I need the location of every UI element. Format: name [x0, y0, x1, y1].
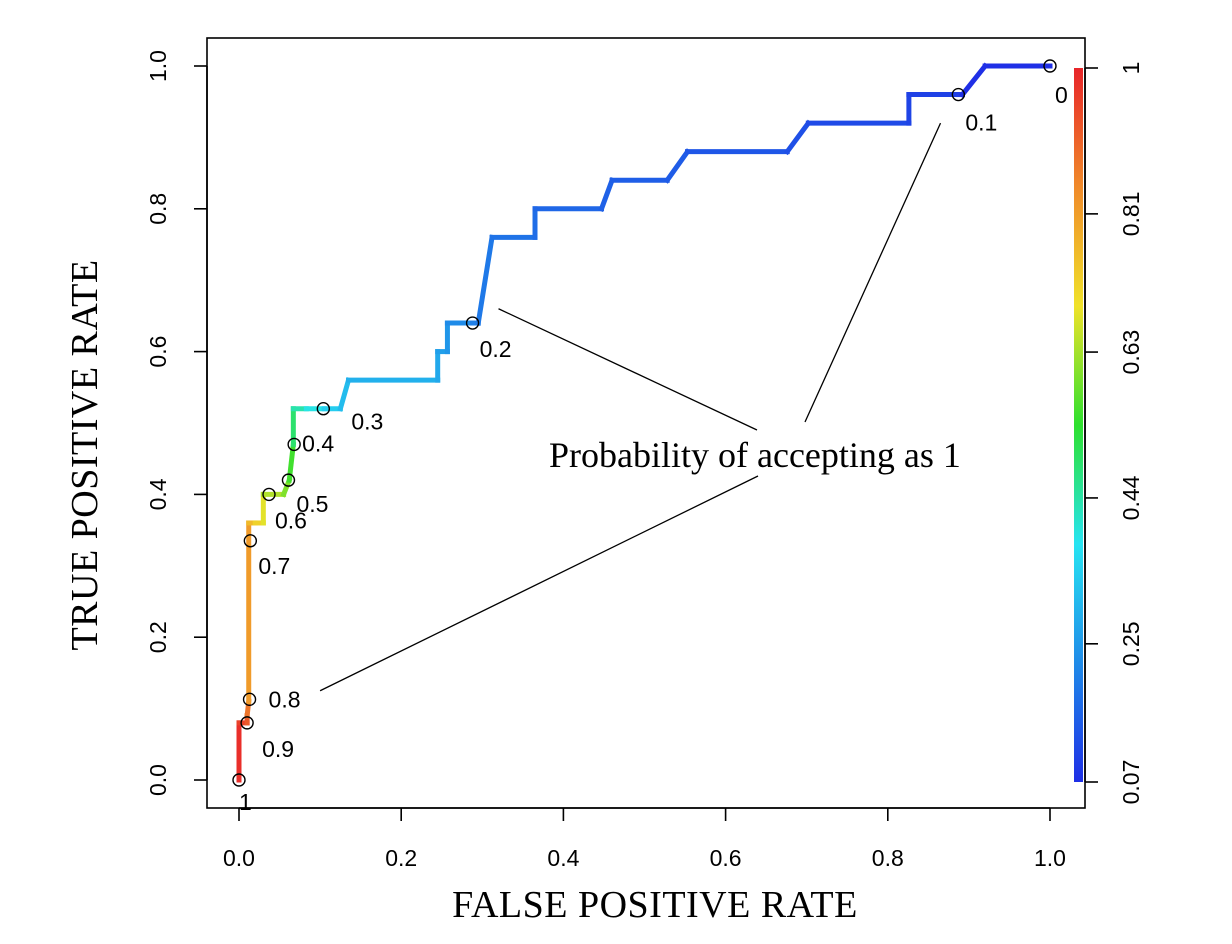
cutoff-point [262, 487, 276, 502]
colorbar-tick-label: 0.81 [1118, 191, 1144, 236]
x-axis: 0.0 0.2 0.4 0.6 0.8 1.0 [223, 807, 1066, 871]
cutoff-point [281, 473, 296, 487]
x-tick-label: 0.4 [547, 845, 579, 871]
cutoff-points: 1 0.9 0.8 0.7 0.60.5 0.4 0.3 0.2 0.1 0 [232, 59, 1068, 815]
colorbar-tick-label: 0.07 [1118, 760, 1144, 805]
cutoff-point [243, 534, 258, 548]
y-tick-label: 0.4 [145, 478, 171, 510]
roc-curve-segment [663, 148, 691, 184]
plot-frame [206, 37, 1086, 809]
colorbar-axis: 0.07 0.25 0.44 0.63 0.81 1 [1084, 62, 1144, 805]
x-tick-label: 1.0 [1034, 845, 1066, 871]
roc-curve-segment [598, 177, 616, 213]
colorbar-tick-label: 0.44 [1118, 475, 1144, 520]
roc-curve-segment [475, 234, 495, 326]
x-tick-label: 0.2 [385, 845, 417, 871]
colorbar [1074, 68, 1083, 782]
y-tick-label: 0.2 [145, 621, 171, 653]
y-axis: 0.0 0.2 0.4 0.6 0.8 1.0 [145, 50, 208, 796]
colorbar-tick-label: 0.25 [1118, 621, 1144, 666]
cutoff-label: 1 [239, 789, 252, 815]
cutoff-label: 0.8 [269, 686, 301, 712]
cutoff-point [232, 773, 246, 787]
cutoff-label: 0.2 [480, 336, 512, 362]
y-tick-label: 0.6 [145, 336, 171, 368]
y-tick-label: 0.0 [145, 764, 171, 796]
cutoff-label: 0 [1055, 82, 1068, 108]
roc-curve-segment [958, 62, 989, 99]
cutoff-label: 0.7 [258, 553, 290, 579]
annotation-pointer [498, 308, 758, 431]
cutoff-point [465, 316, 480, 330]
cutoff-point [287, 437, 301, 452]
annotation-pointers [319, 122, 942, 692]
cutoff-point [951, 87, 966, 102]
colorbar-tick-label: 1 [1118, 62, 1144, 75]
cutoff-label: 0.9 [262, 736, 294, 762]
x-tick-label: 0.0 [223, 845, 255, 871]
x-axis-title: FALSE POSITIVE RATE [452, 884, 858, 926]
y-tick-label: 1.0 [145, 50, 171, 82]
x-tick-label: 0.8 [872, 845, 904, 871]
roc-curve [236, 62, 1053, 783]
roc-curve-segment [337, 377, 352, 412]
cutoff-label: 0.5 [296, 491, 328, 517]
annotation-pointer [804, 122, 942, 423]
annotation-pointer [319, 475, 759, 692]
cutoff-label: 0.1 [965, 110, 997, 136]
cutoff-point [242, 692, 257, 707]
cutoff-point [1043, 59, 1057, 73]
cutoff-label: 0.6 [275, 507, 307, 533]
colorbar-tick-label: 0.63 [1118, 330, 1144, 375]
cutoff-label: 0.4 [302, 430, 334, 456]
x-tick-label: 0.6 [710, 845, 742, 871]
cutoff-label: 0.3 [351, 409, 383, 435]
cutoff-point [316, 402, 331, 416]
annotation-text: Probability of accepting as 1 [549, 435, 961, 475]
y-axis-title: TRUE POSITIVE RATE [64, 259, 106, 650]
roc-curve-segment [783, 119, 812, 156]
y-tick-label: 0.8 [145, 193, 171, 225]
cutoff-point [240, 716, 254, 730]
